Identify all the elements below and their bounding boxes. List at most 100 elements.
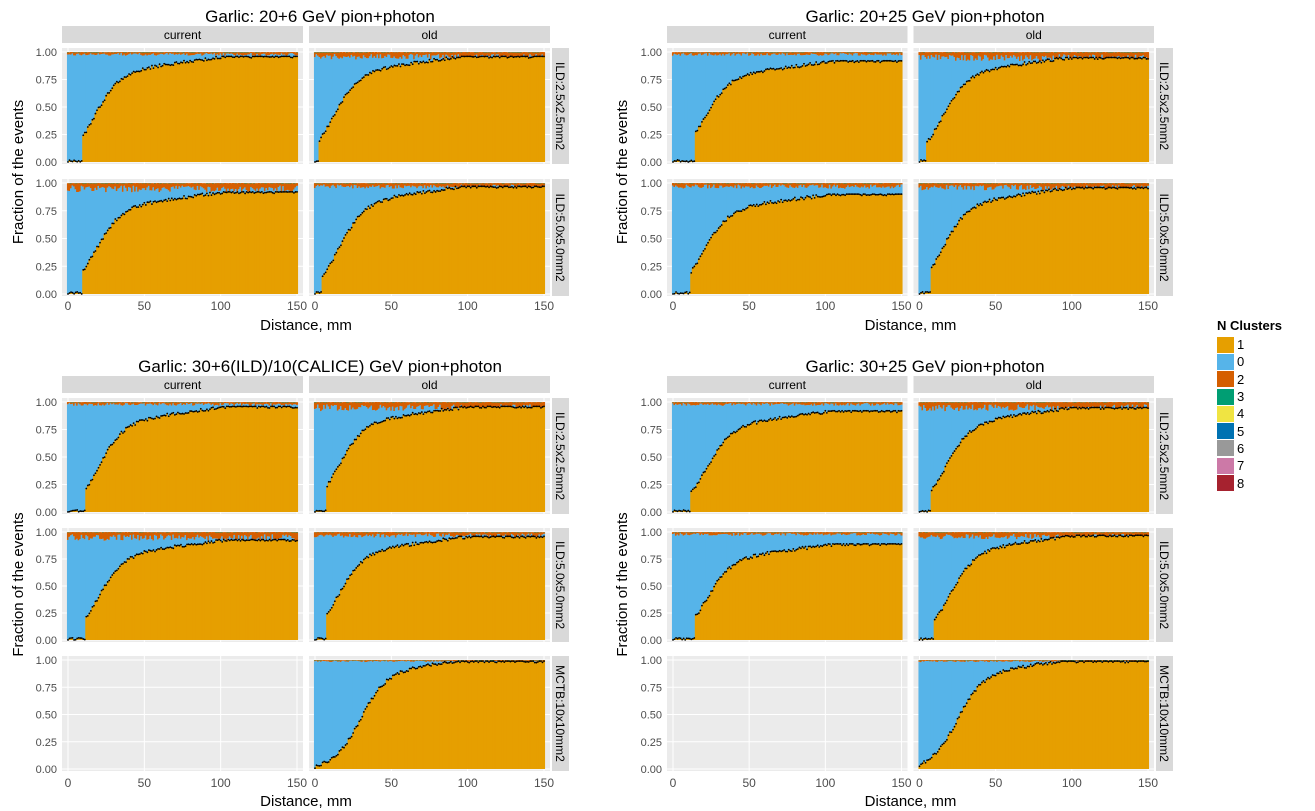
data-point — [920, 158, 922, 161]
data-point — [151, 203, 153, 205]
data-point — [381, 67, 384, 70]
bar-segment-2 — [419, 52, 422, 56]
data-point — [1128, 57, 1131, 60]
bar-segment-1 — [152, 201, 155, 294]
bar-segment-2 — [227, 52, 230, 54]
bar-segment-2 — [863, 52, 866, 55]
bar-segment-2 — [390, 183, 393, 187]
data-point — [697, 258, 700, 260]
bar-segment-2 — [167, 52, 170, 55]
data-point — [765, 203, 767, 206]
bar-segment-0 — [158, 192, 161, 202]
data-point — [739, 76, 741, 78]
data-point — [835, 60, 837, 62]
bar-segment-2 — [1061, 52, 1064, 57]
bar-segment-0 — [970, 55, 973, 78]
bar-segment-1 — [393, 195, 396, 294]
bar-segment-1 — [227, 56, 230, 162]
bar-segment-1 — [462, 186, 465, 294]
bar-segment-1 — [702, 119, 705, 162]
bar-segment-1 — [1046, 59, 1049, 162]
bar-segment-2 — [898, 52, 902, 54]
data-point — [514, 55, 516, 58]
bar-segment-1 — [420, 193, 423, 294]
bar-segment-1 — [1090, 57, 1093, 162]
bar-segment-1 — [382, 67, 385, 162]
bar-segment-1 — [942, 114, 945, 162]
bar-segment-2 — [83, 52, 86, 54]
bar-segment-1 — [189, 196, 192, 294]
x-tick-label: 100 — [458, 299, 478, 313]
bar-segment-0 — [160, 190, 163, 201]
bar-segment-0 — [202, 54, 205, 61]
bar-segment-2 — [853, 52, 856, 54]
bar-segment-1 — [702, 250, 705, 294]
bar-segment-2 — [91, 183, 94, 191]
bar-segment-0 — [338, 58, 341, 105]
data-point — [535, 55, 538, 58]
data-point — [719, 225, 722, 228]
bar-segment-1 — [170, 64, 173, 162]
bar-segment-1 — [874, 61, 877, 163]
bar-segment-1 — [460, 186, 463, 294]
data-point — [358, 215, 361, 218]
data-point — [427, 61, 429, 64]
bar-segment-1 — [242, 191, 245, 294]
bar-segment-2 — [877, 52, 880, 55]
data-point — [115, 80, 118, 83]
bar-segment-0 — [1029, 55, 1032, 64]
bar-segment-2 — [828, 52, 831, 55]
bar-segment-1 — [542, 186, 546, 294]
bar-segment-2 — [737, 52, 740, 54]
bar-segment-2 — [536, 52, 539, 57]
data-point — [411, 63, 414, 66]
bar-segment-1 — [1101, 58, 1104, 162]
bar-segment-0 — [397, 58, 401, 65]
bar-segment-0 — [738, 185, 742, 212]
bar-segment-0 — [1049, 57, 1052, 62]
data-point — [346, 92, 348, 95]
bar-segment-1 — [1119, 58, 1122, 162]
data-point — [737, 78, 740, 81]
bar-segment-2 — [737, 183, 740, 185]
bar-segment-1 — [480, 56, 483, 162]
bar-segment-2 — [504, 52, 507, 57]
bar-segment-1 — [114, 83, 117, 162]
bar-segment-0 — [94, 55, 97, 114]
data-point — [372, 69, 374, 72]
bar-segment-2 — [213, 183, 216, 192]
bar-segment-1 — [350, 88, 353, 162]
bar-segment-0 — [417, 186, 420, 193]
bar-segment-0 — [66, 190, 70, 294]
bar-segment-0 — [693, 55, 696, 162]
bar-segment-1 — [926, 141, 929, 162]
bar-segment-0 — [111, 54, 114, 89]
bar-segment-0 — [743, 187, 746, 210]
bar-segment-0 — [888, 53, 891, 61]
bar-segment-2 — [1095, 52, 1098, 58]
bar-segment-0 — [953, 57, 956, 98]
data-point — [536, 55, 539, 58]
data-point — [803, 62, 805, 65]
bar-segment-2 — [152, 52, 155, 54]
data-point — [836, 193, 839, 196]
data-point — [93, 117, 95, 120]
data-point — [851, 59, 854, 62]
bar-segment-1 — [355, 219, 358, 294]
bar-segment-1 — [402, 64, 405, 162]
bar-segment-2 — [77, 183, 80, 192]
data-point — [117, 81, 120, 84]
bar-segment-0 — [329, 188, 332, 264]
bar-segment-2 — [210, 52, 213, 54]
bar-segment-0 — [221, 188, 224, 194]
data-point — [816, 195, 819, 198]
bar-segment-1 — [845, 60, 848, 162]
data-point — [151, 64, 153, 67]
bar-segment-0 — [684, 54, 687, 162]
bar-segment-0 — [370, 54, 373, 74]
data-point — [416, 191, 419, 193]
bar-segment-2 — [778, 52, 781, 54]
bar-segment-2 — [178, 183, 181, 187]
bar-segment-2 — [379, 183, 382, 189]
data-point — [710, 106, 712, 109]
